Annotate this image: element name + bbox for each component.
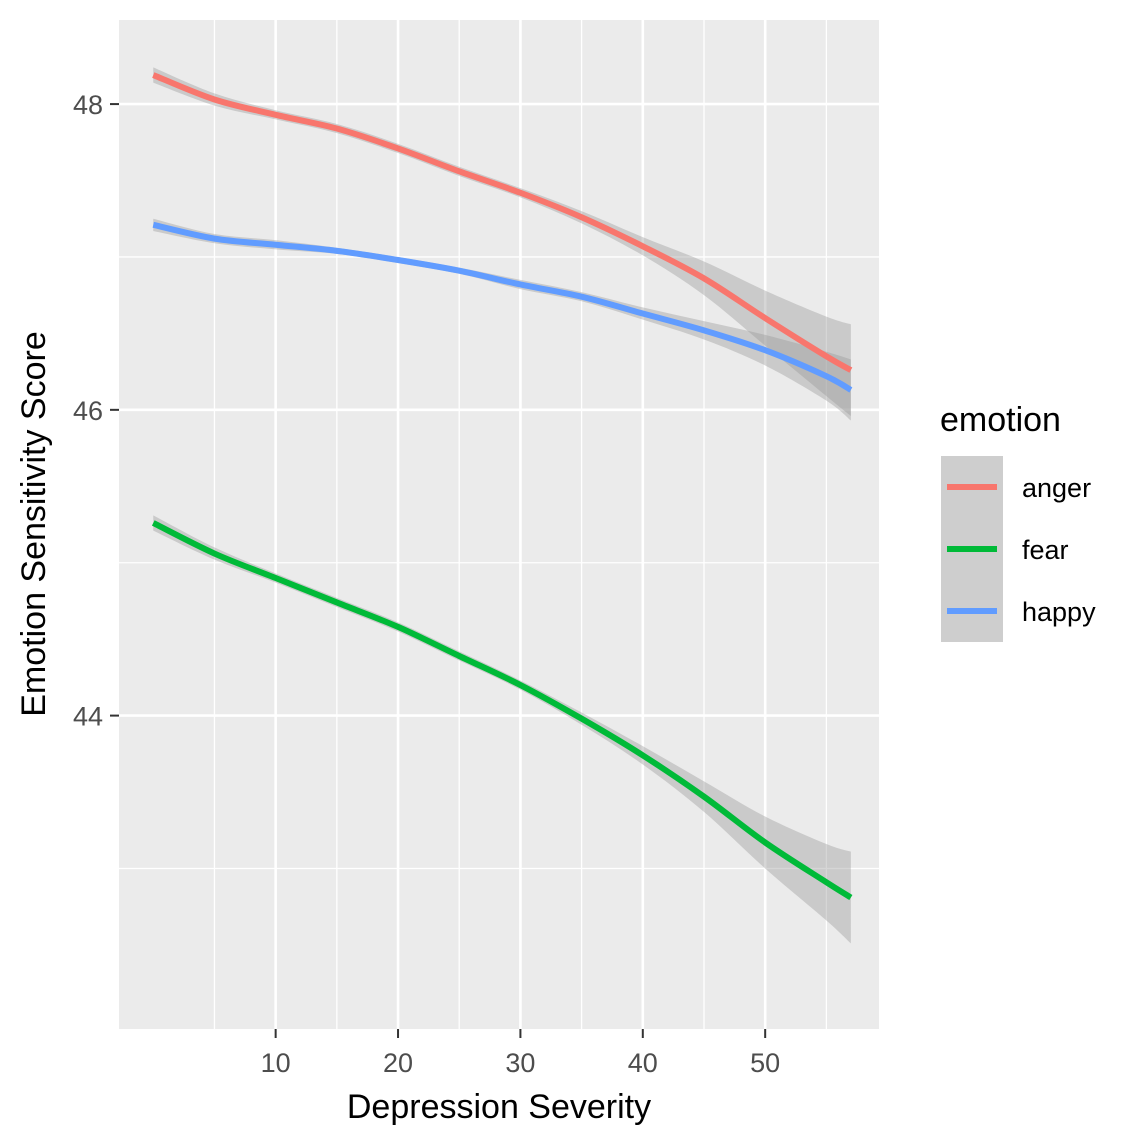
legend-label-happy: happy — [1022, 597, 1096, 627]
y-tick-label: 46 — [73, 396, 103, 426]
legend-keys: anger fear happy — [941, 456, 1096, 642]
y-axis-title: Emotion Sensitivity Score — [15, 331, 53, 717]
legend-label-anger: anger — [1022, 473, 1091, 503]
x-tick-label: 40 — [628, 1048, 658, 1078]
y-axis: 44 46 48 — [73, 90, 119, 732]
series-line-anger — [152, 72, 853, 373]
legend-label-fear: fear — [1022, 535, 1069, 565]
y-tick-label: 44 — [73, 702, 103, 732]
series-line-fear — [151, 520, 853, 901]
x-tick-label: 20 — [383, 1048, 413, 1078]
x-tick-label: 10 — [261, 1048, 291, 1078]
x-axis: 10 20 30 40 50 — [261, 1029, 780, 1078]
series-lines — [151, 72, 853, 901]
minor-gridlines — [119, 20, 879, 1029]
x-tick-label: 50 — [750, 1048, 780, 1078]
major-gridlines — [119, 20, 879, 1029]
x-axis-title: Depression Severity — [347, 1088, 651, 1126]
legend: emotion anger fear happy — [940, 401, 1096, 642]
x-tick-label: 30 — [505, 1048, 535, 1078]
legend-title: emotion — [940, 401, 1061, 439]
y-tick-label: 48 — [73, 90, 103, 120]
series-line-happy — [152, 221, 853, 393]
